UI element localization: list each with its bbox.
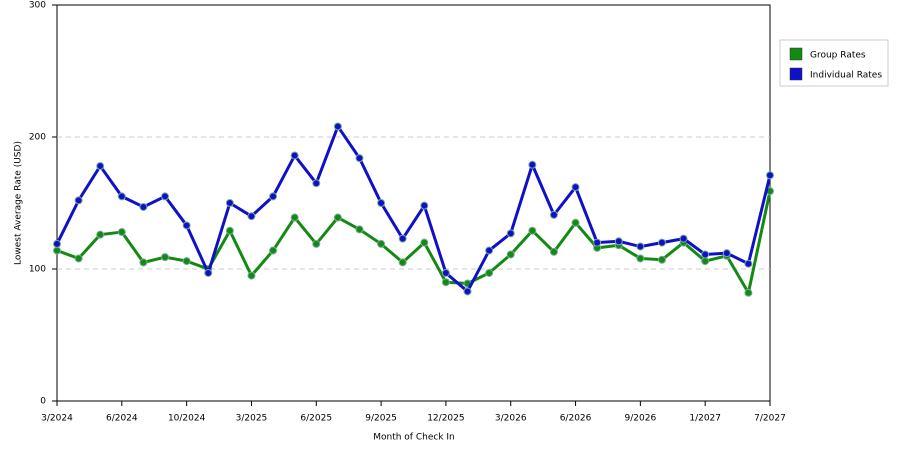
data-point	[269, 246, 278, 255]
data-point	[161, 192, 170, 201]
data-point	[571, 183, 580, 192]
y-tick-label: 0	[40, 397, 46, 407]
data-point	[506, 250, 515, 259]
data-point	[117, 228, 126, 237]
data-point	[420, 238, 429, 247]
data-point	[398, 258, 407, 267]
series-line	[56, 190, 772, 297]
x-tick-label: 1/2027	[689, 414, 721, 424]
data-point	[636, 254, 645, 263]
y-axis-label: Lowest Average Rate (USD)	[14, 141, 24, 265]
data-point	[161, 253, 170, 262]
data-point	[657, 238, 666, 247]
x-tick-label: 9/2026	[625, 414, 657, 424]
data-point	[333, 213, 342, 222]
data-point	[441, 268, 450, 277]
data-point	[506, 229, 515, 238]
data-point	[139, 258, 148, 267]
data-point	[528, 160, 537, 169]
data-point	[204, 268, 213, 277]
data-point	[96, 162, 105, 171]
legend-label: Individual Rates	[810, 71, 882, 81]
legend-label: Group Rates	[810, 51, 866, 61]
data-point	[225, 199, 234, 207]
x-axis-label: Month of Check In	[373, 433, 455, 443]
data-point	[377, 199, 386, 207]
data-point	[593, 238, 602, 247]
data-point	[96, 230, 105, 239]
legend-swatch	[789, 67, 803, 81]
x-tick-label: 10/2024	[168, 414, 206, 424]
data-point	[225, 226, 234, 235]
data-point	[420, 201, 429, 210]
data-point	[333, 122, 342, 131]
data-point	[290, 213, 299, 222]
data-point	[571, 218, 580, 227]
data-point	[744, 288, 753, 297]
plot-area	[56, 4, 771, 402]
data-point	[744, 259, 753, 268]
data-point	[53, 246, 61, 255]
data-point	[701, 257, 710, 266]
data-point	[182, 221, 191, 230]
data-point	[74, 196, 83, 205]
x-tick-label: 6/2025	[300, 414, 332, 424]
data-point	[549, 210, 558, 219]
x-tick-label: 6/2024	[106, 414, 138, 424]
data-point	[290, 151, 299, 160]
data-point	[549, 247, 558, 256]
data-point	[312, 179, 321, 188]
legend-swatch	[789, 47, 803, 61]
data-point	[117, 192, 126, 201]
data-point	[312, 239, 321, 248]
data-point	[74, 254, 83, 263]
data-point	[722, 249, 731, 258]
x-tick-label: 3/2025	[236, 414, 268, 424]
y-tick-label: 200	[29, 133, 46, 143]
x-tick-label: 3/2026	[495, 414, 527, 424]
data-point	[53, 239, 61, 248]
data-point	[528, 226, 537, 235]
y-tick-label: 300	[29, 1, 46, 11]
data-point	[182, 257, 191, 266]
series-line	[55, 123, 772, 294]
data-point	[139, 202, 148, 211]
data-point	[355, 154, 364, 163]
x-tick-label: 12/2025	[427, 414, 464, 424]
data-point	[463, 287, 472, 296]
data-point	[441, 278, 450, 287]
data-point	[485, 268, 494, 277]
data-point	[657, 255, 666, 264]
y-tick-label: 100	[29, 265, 46, 275]
data-point	[377, 239, 386, 248]
x-tick-label: 6/2026	[560, 414, 592, 424]
data-point	[766, 171, 774, 180]
data-point	[398, 234, 407, 243]
data-point	[614, 237, 623, 246]
data-point	[247, 212, 256, 221]
data-point	[679, 234, 688, 243]
data-point	[701, 250, 710, 259]
x-tick-label: 9/2025	[365, 414, 397, 424]
data-point	[269, 192, 278, 201]
data-point	[485, 246, 494, 255]
data-point	[355, 225, 364, 234]
x-tick-label: 7/2027	[754, 414, 786, 424]
x-tick-label: 3/2024	[41, 414, 73, 424]
data-point	[247, 271, 256, 280]
data-point	[636, 242, 645, 251]
